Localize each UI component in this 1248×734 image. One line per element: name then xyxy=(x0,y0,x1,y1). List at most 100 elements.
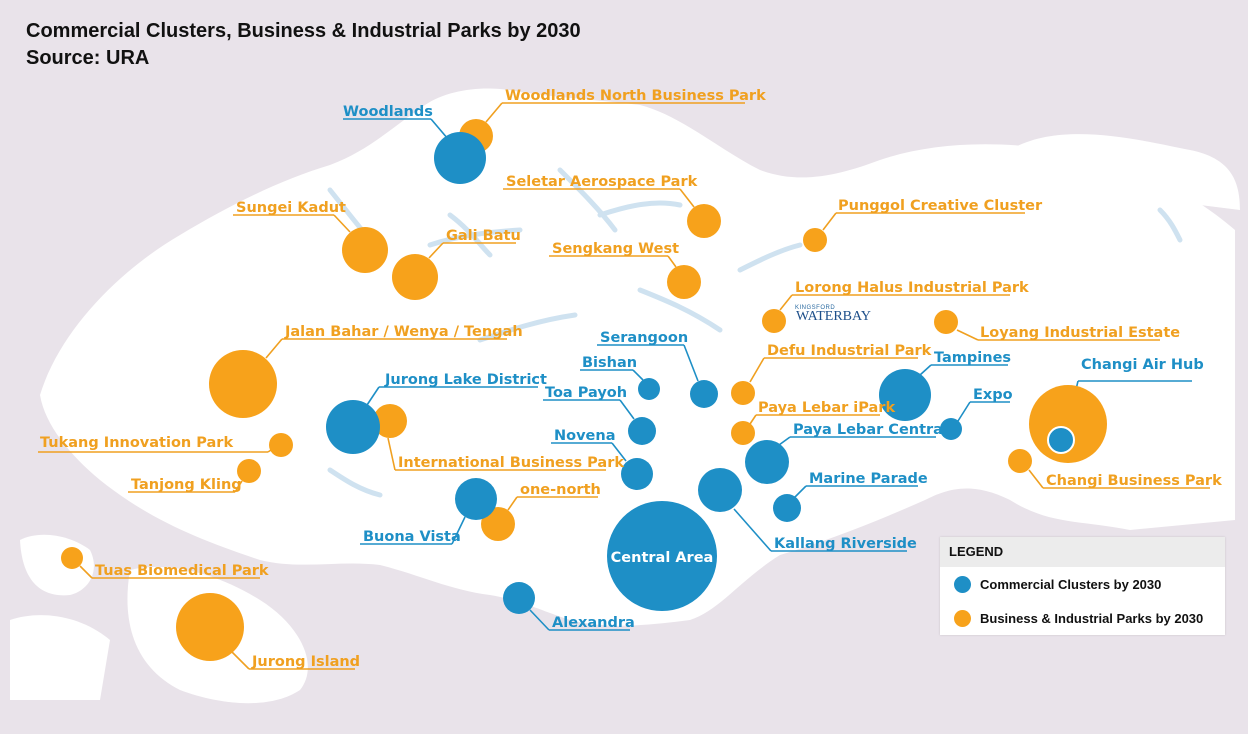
paya-lebar-ipark-label: Paya Lebar iPark xyxy=(758,400,895,416)
jalan-bahar-wenya-tengah-leader xyxy=(265,338,283,359)
waterways xyxy=(327,167,1183,498)
one-north-label: one-north xyxy=(520,482,601,498)
one-north-marker xyxy=(481,507,515,541)
toa-payoh-marker xyxy=(628,417,656,445)
changi-air-hub-label: Changi Air Hub xyxy=(1081,357,1204,373)
lorong-halus-industrial-park-leader xyxy=(779,294,793,311)
legend-heading: LEGEND xyxy=(940,537,1225,567)
jurong-island-leader xyxy=(231,651,250,670)
changi-business-park-label: Changi Business Park xyxy=(1046,473,1222,489)
tanjong-kling-label: Tanjong Kling xyxy=(131,477,242,493)
legend-parks-dot xyxy=(954,609,971,627)
toa-payoh-leader xyxy=(619,399,635,420)
buona-vista-marker xyxy=(455,478,497,520)
map-source: Source: URA xyxy=(26,47,150,69)
seletar-aerospace-park-label: Seletar Aerospace Park xyxy=(506,174,698,190)
toa-payoh-label: Toa Payoh xyxy=(545,385,627,401)
map-title: Commercial Clusters, Business & Industri… xyxy=(26,20,581,42)
paya-lebar-central-marker xyxy=(745,440,789,484)
location-markers xyxy=(61,119,1107,661)
central-area-label: Central Area xyxy=(611,550,714,566)
sengkang-west-label: Sengkang West xyxy=(552,241,679,257)
woodlands-marker xyxy=(434,132,486,184)
one-north-leader xyxy=(507,496,518,511)
loyang-industrial-estate-label: Loyang Industrial Estate xyxy=(980,325,1180,341)
paya-lebar-central-leader xyxy=(778,436,791,446)
legend-item-commercial: Commercial Clusters by 2030 xyxy=(954,574,1161,594)
bishan-marker xyxy=(638,378,660,400)
seletar-aerospace-park-leader xyxy=(679,188,695,208)
legend-commercial-label: Commercial Clusters by 2030 xyxy=(980,576,1162,592)
sungei-kadut-marker xyxy=(342,227,388,273)
lorong-halus-industrial-park-marker xyxy=(762,309,786,333)
defu-industrial-park-marker xyxy=(731,381,755,405)
alexandra-marker xyxy=(503,582,535,614)
sungei-kadut-leader xyxy=(333,214,351,233)
alexandra-label: Alexandra xyxy=(552,615,635,631)
tanjong-kling-leader xyxy=(234,480,243,493)
gali-batu-marker xyxy=(392,254,438,300)
kallang-riverside-leader xyxy=(733,508,772,552)
tampines-marker xyxy=(879,369,931,421)
marine-parade-leader xyxy=(794,485,807,498)
serangoon-marker xyxy=(690,380,718,408)
legend: LEGEND xyxy=(940,537,1225,635)
serangoon-leader xyxy=(683,344,699,382)
changi-air-hub-marker xyxy=(1047,426,1075,454)
punggol-creative-cluster-marker xyxy=(803,228,827,252)
loyang-industrial-estate-marker xyxy=(934,310,958,334)
leader-lines xyxy=(38,102,1210,670)
tanjong-kling-marker xyxy=(237,459,261,483)
defu-industrial-park-leader xyxy=(749,357,765,383)
central-area-marker xyxy=(607,501,717,611)
changi-business-park-leader xyxy=(1028,469,1044,489)
waterbay-logo-text: WATERBAY xyxy=(796,309,871,324)
tampines-label: Tampines xyxy=(934,350,1011,366)
novena-leader xyxy=(611,442,627,462)
loyang-industrial-estate-leader xyxy=(956,329,979,341)
tuas-biomedical-park-label: Tuas Biomedical Park xyxy=(95,563,269,579)
marine-parade-label: Marine Parade xyxy=(809,471,928,487)
international-business-park-marker xyxy=(373,404,407,438)
bishan-label: Bishan xyxy=(582,355,637,371)
jurong-lake-district-leader xyxy=(366,386,380,406)
novena-marker xyxy=(621,458,653,490)
tampines-leader xyxy=(919,364,932,376)
marine-parade-marker xyxy=(773,494,801,522)
paya-lebar-central-label: Paya Lebar Central xyxy=(793,422,948,438)
paya-lebar-ipark-leader xyxy=(749,414,757,425)
location-labels: Woodlands North Business Park Sungei Kadu… xyxy=(40,88,1222,670)
expo-marker xyxy=(940,418,962,440)
tukang-innovation-park-label: Tukang Innovation Park xyxy=(40,435,233,451)
woodlands-label: Woodlands xyxy=(343,104,433,120)
tuas-biomedical-park-leader xyxy=(79,565,93,579)
jurong-lake-district-label: Jurong Lake District xyxy=(384,372,547,388)
punggol-creative-cluster-label: Punggol Creative Cluster xyxy=(838,198,1043,214)
serangoon-label: Serangoon xyxy=(600,330,688,346)
sungei-kadut-label: Sungei Kadut xyxy=(236,200,346,216)
lorong-halus-industrial-park-label: Lorong Halus Industrial Park xyxy=(795,280,1029,296)
kallang-riverside-marker xyxy=(698,468,742,512)
buona-vista-leader xyxy=(451,516,466,545)
gali-batu-label: Gali Batu xyxy=(446,228,521,244)
jurong-lake-district-marker xyxy=(326,400,380,454)
defu-industrial-park-label: Defu Industrial Park xyxy=(767,343,932,359)
kallang-riverside-label: Kallang Riverside xyxy=(774,536,917,552)
punggol-creative-cluster-leader xyxy=(822,212,837,231)
international-business-park-leader xyxy=(387,437,396,471)
sengkang-west-marker xyxy=(667,265,701,299)
waterbay-logo: KINGSFORD WATERBAY xyxy=(795,305,875,331)
seletar-aerospace-park-marker xyxy=(687,204,721,238)
paya-lebar-ipark-marker xyxy=(731,421,755,445)
legend-item-parks: Business & Industrial Parks by 2030 xyxy=(954,608,1203,628)
tuas-biomedical-park-marker xyxy=(61,547,83,569)
expo-label: Expo xyxy=(973,387,1013,403)
woodlands-north-business-park-label: Woodlands North Business Park xyxy=(505,88,766,104)
buona-vista-label: Buona Vista xyxy=(363,529,461,545)
novena-label: Novena xyxy=(554,428,616,444)
waterbay-logo-small-text: KINGSFORD xyxy=(795,305,836,311)
jurong-island-marker xyxy=(176,593,244,661)
expo-leader xyxy=(957,401,971,422)
